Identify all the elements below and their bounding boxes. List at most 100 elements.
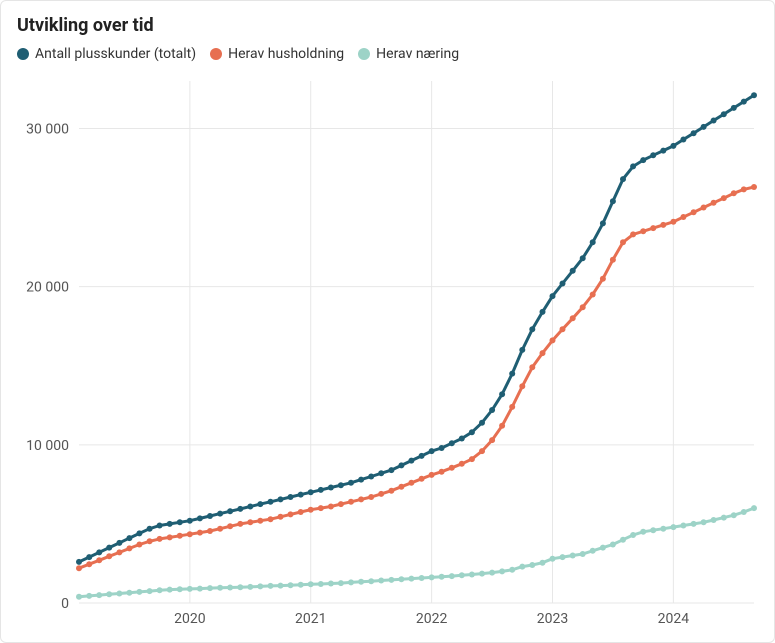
- series-point[interactable]: [741, 186, 747, 192]
- series-point[interactable]: [227, 523, 233, 529]
- series-point[interactable]: [378, 491, 384, 497]
- series-point[interactable]: [711, 200, 717, 206]
- series-point[interactable]: [560, 554, 566, 560]
- series-point[interactable]: [630, 231, 636, 237]
- series-point[interactable]: [680, 214, 686, 220]
- series-point[interactable]: [177, 586, 183, 592]
- series-point[interactable]: [620, 239, 626, 245]
- series-point[interactable]: [550, 337, 556, 343]
- series-point[interactable]: [288, 494, 294, 500]
- series-point[interactable]: [499, 423, 505, 429]
- series-point[interactable]: [580, 551, 586, 557]
- series-point[interactable]: [378, 578, 384, 584]
- series-point[interactable]: [640, 228, 646, 234]
- series-point[interactable]: [398, 462, 404, 468]
- series-point[interactable]: [197, 530, 203, 536]
- series-point[interactable]: [217, 511, 223, 517]
- series-point[interactable]: [419, 453, 425, 459]
- series-point[interactable]: [187, 518, 193, 524]
- series-point[interactable]: [136, 530, 142, 536]
- series-point[interactable]: [449, 465, 455, 471]
- series-point[interactable]: [268, 583, 274, 589]
- series-point[interactable]: [308, 489, 314, 495]
- series-point[interactable]: [227, 508, 233, 514]
- series-point[interactable]: [620, 176, 626, 182]
- series-point[interactable]: [157, 523, 163, 529]
- series-point[interactable]: [388, 577, 394, 583]
- series-point[interactable]: [408, 480, 414, 486]
- series-point[interactable]: [721, 515, 727, 521]
- series-point[interactable]: [479, 420, 485, 426]
- series-point[interactable]: [731, 190, 737, 196]
- series-point[interactable]: [489, 437, 495, 443]
- series-point[interactable]: [560, 281, 566, 287]
- series-point[interactable]: [509, 567, 515, 573]
- series-point[interactable]: [459, 572, 465, 578]
- series-point[interactable]: [570, 315, 576, 321]
- series-point[interactable]: [721, 111, 727, 117]
- series-point[interactable]: [751, 184, 757, 190]
- series-point[interactable]: [96, 592, 102, 598]
- series-point[interactable]: [590, 292, 596, 298]
- series-point[interactable]: [419, 476, 425, 482]
- series-point[interactable]: [570, 268, 576, 274]
- series-point[interactable]: [358, 496, 364, 502]
- series-point[interactable]: [318, 487, 324, 493]
- series-point[interactable]: [600, 276, 606, 282]
- series-point[interactable]: [167, 521, 173, 527]
- series-point[interactable]: [328, 504, 334, 510]
- series-point[interactable]: [469, 429, 475, 435]
- series-point[interactable]: [278, 496, 284, 502]
- series-point[interactable]: [318, 505, 324, 511]
- series-point[interactable]: [298, 509, 304, 515]
- series-point[interactable]: [136, 542, 142, 548]
- series-point[interactable]: [630, 163, 636, 169]
- series-point[interactable]: [96, 549, 102, 555]
- series-point[interactable]: [590, 548, 596, 554]
- series-point[interactable]: [288, 511, 294, 517]
- series-point[interactable]: [187, 531, 193, 537]
- series-point[interactable]: [741, 509, 747, 515]
- series-point[interactable]: [167, 587, 173, 593]
- series-point[interactable]: [298, 582, 304, 588]
- series-point[interactable]: [449, 573, 455, 579]
- series-point[interactable]: [358, 579, 364, 585]
- series-point[interactable]: [439, 574, 445, 580]
- legend-item-1[interactable]: Herav husholdning: [210, 46, 344, 62]
- series-point[interactable]: [147, 538, 153, 544]
- series-point[interactable]: [126, 590, 132, 596]
- series-point[interactable]: [237, 521, 243, 527]
- series-point[interactable]: [207, 585, 213, 591]
- series-point[interactable]: [680, 523, 686, 529]
- series-point[interactable]: [731, 105, 737, 111]
- series-point[interactable]: [550, 293, 556, 299]
- series-point[interactable]: [711, 517, 717, 523]
- series-point[interactable]: [157, 536, 163, 542]
- series-point[interactable]: [590, 239, 596, 245]
- series-point[interactable]: [106, 545, 112, 551]
- series-point[interactable]: [640, 529, 646, 535]
- series-point[interactable]: [529, 364, 535, 370]
- series-point[interactable]: [580, 255, 586, 261]
- series-point[interactable]: [76, 559, 82, 565]
- series-point[interactable]: [509, 371, 515, 377]
- series-point[interactable]: [489, 570, 495, 576]
- series-point[interactable]: [610, 257, 616, 263]
- series-point[interactable]: [338, 501, 344, 507]
- series-point[interactable]: [408, 576, 414, 582]
- series-point[interactable]: [257, 518, 263, 524]
- series-point[interactable]: [288, 582, 294, 588]
- series-point[interactable]: [408, 458, 414, 464]
- series-point[interactable]: [398, 484, 404, 490]
- series-point[interactable]: [388, 467, 394, 473]
- series-point[interactable]: [650, 527, 656, 533]
- series-point[interactable]: [126, 545, 132, 551]
- series-point[interactable]: [610, 198, 616, 204]
- legend-item-0[interactable]: Antall plusskunder (totalt): [17, 46, 196, 62]
- series-point[interactable]: [237, 506, 243, 512]
- series-point[interactable]: [278, 514, 284, 520]
- series-point[interactable]: [660, 148, 666, 154]
- series-point[interactable]: [177, 533, 183, 539]
- series-point[interactable]: [308, 507, 314, 513]
- series-point[interactable]: [529, 326, 535, 332]
